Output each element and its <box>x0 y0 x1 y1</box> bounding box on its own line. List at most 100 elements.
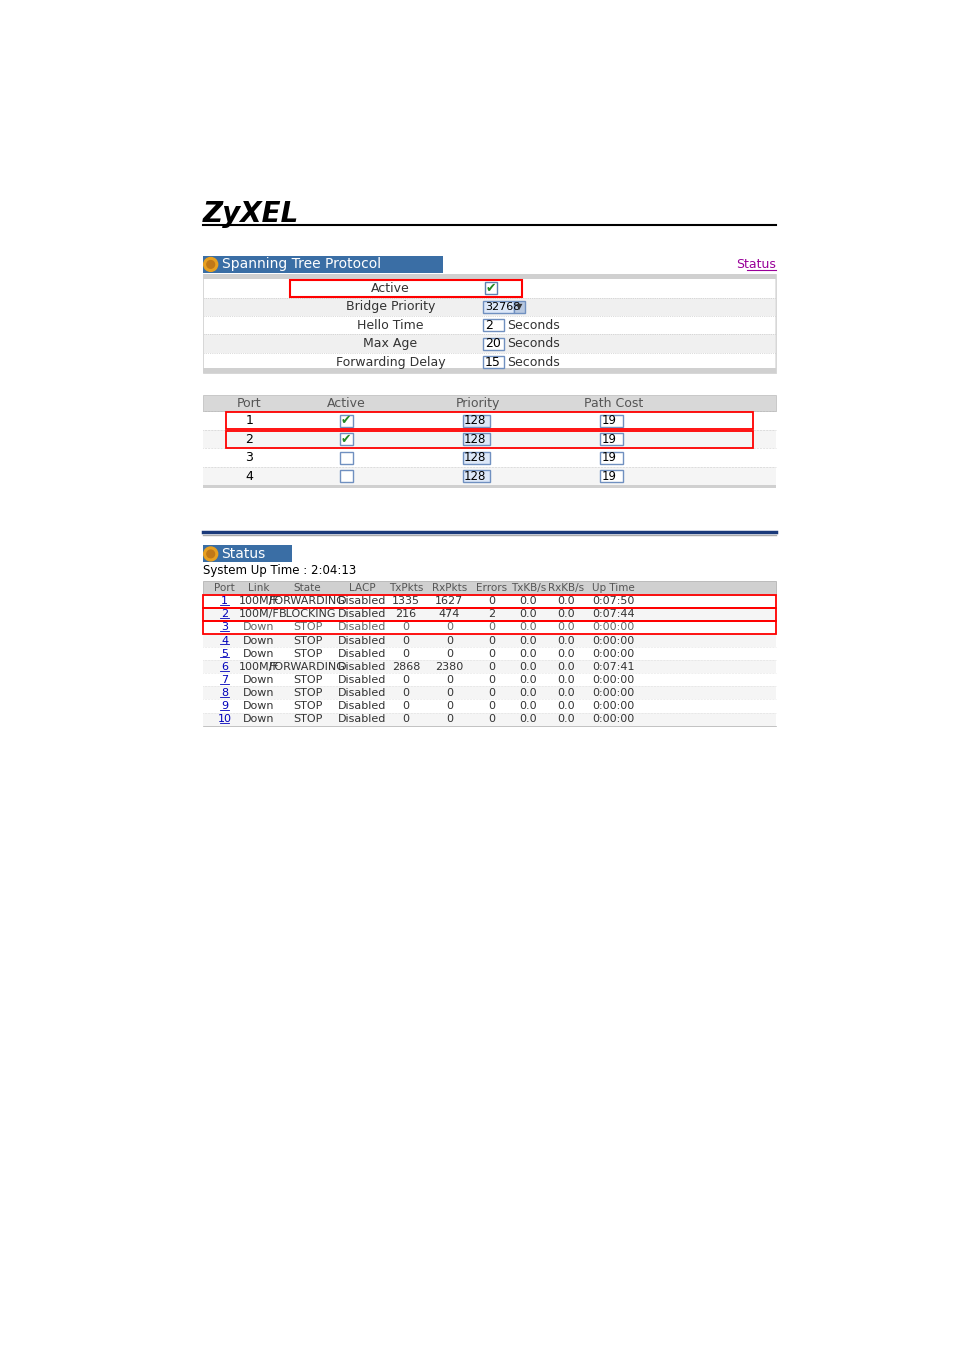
Text: 128: 128 <box>464 470 486 483</box>
Text: 1: 1 <box>245 414 253 427</box>
Text: ✔: ✔ <box>485 282 496 294</box>
Text: 15: 15 <box>484 355 500 369</box>
Bar <box>203 647 776 660</box>
Bar <box>203 429 776 448</box>
Text: 0: 0 <box>445 701 453 711</box>
Text: 0:00:00: 0:00:00 <box>592 714 634 724</box>
Bar <box>462 470 490 482</box>
Text: 0:07:41: 0:07:41 <box>592 662 635 672</box>
Text: Active: Active <box>327 397 365 409</box>
Text: 0: 0 <box>445 714 453 724</box>
Bar <box>226 431 753 448</box>
Text: 0: 0 <box>488 675 495 684</box>
Bar <box>204 352 774 371</box>
Text: 2380: 2380 <box>435 662 463 672</box>
Text: 0: 0 <box>488 622 495 632</box>
Text: TxKB/s: TxKB/s <box>510 583 545 593</box>
Text: 4: 4 <box>221 636 228 645</box>
Text: Priority: Priority <box>456 397 499 409</box>
Bar <box>203 580 776 595</box>
Bar <box>483 356 503 369</box>
Bar <box>290 279 521 297</box>
Text: 0.0: 0.0 <box>557 662 574 672</box>
Bar <box>462 451 490 464</box>
Text: ✔: ✔ <box>340 433 351 446</box>
Text: 0.0: 0.0 <box>557 636 574 645</box>
Bar <box>599 451 622 464</box>
Text: 2: 2 <box>245 433 253 446</box>
Text: 0.0: 0.0 <box>519 609 537 620</box>
Circle shape <box>207 549 214 558</box>
Bar <box>340 433 353 446</box>
Text: 0: 0 <box>488 636 495 645</box>
Circle shape <box>204 547 217 560</box>
Text: 0: 0 <box>402 714 409 724</box>
Text: 216: 216 <box>395 609 416 620</box>
Text: Status: Status <box>221 547 266 562</box>
Text: 4: 4 <box>245 470 253 483</box>
Text: 5: 5 <box>221 648 228 659</box>
Bar <box>203 674 776 686</box>
Text: Link: Link <box>248 583 269 593</box>
Text: 3: 3 <box>221 622 228 632</box>
Bar <box>599 470 622 482</box>
Text: 100M/F: 100M/F <box>238 597 279 606</box>
Text: Up Time: Up Time <box>592 583 635 593</box>
Text: Down: Down <box>243 636 274 645</box>
Text: STOP: STOP <box>293 648 322 659</box>
Bar <box>203 621 776 634</box>
Text: STOP: STOP <box>293 688 322 698</box>
Text: 0.0: 0.0 <box>519 597 537 606</box>
Bar <box>203 256 443 273</box>
Text: 0.0: 0.0 <box>557 609 574 620</box>
Bar <box>203 634 776 647</box>
Text: 0.0: 0.0 <box>557 648 574 659</box>
Bar <box>483 319 503 331</box>
Text: 0.0: 0.0 <box>519 662 537 672</box>
Text: FORWARDING: FORWARDING <box>269 597 346 606</box>
Text: System Up Time : 2:04:13: System Up Time : 2:04:13 <box>203 563 355 576</box>
Bar <box>203 274 776 279</box>
Text: Active: Active <box>371 282 410 294</box>
Circle shape <box>207 261 214 269</box>
Text: STOP: STOP <box>293 714 322 724</box>
Text: Disabled: Disabled <box>337 622 386 632</box>
Text: 0.0: 0.0 <box>557 688 574 698</box>
Text: 100M/F: 100M/F <box>238 609 279 620</box>
Text: 2: 2 <box>488 609 495 620</box>
Bar <box>203 274 776 373</box>
Bar <box>226 412 753 429</box>
Bar <box>203 621 776 634</box>
Text: 1: 1 <box>221 597 228 606</box>
Bar <box>599 433 622 446</box>
Text: 19: 19 <box>600 451 616 464</box>
Text: TxPkts: TxPkts <box>389 583 423 593</box>
Text: ZyXEL: ZyXEL <box>203 200 299 228</box>
Text: STOP: STOP <box>293 701 322 711</box>
Text: 0: 0 <box>445 675 453 684</box>
Text: 0.0: 0.0 <box>557 597 574 606</box>
Text: Disabled: Disabled <box>337 688 386 698</box>
Text: 19: 19 <box>600 433 616 446</box>
Bar <box>514 301 524 313</box>
Text: 0.0: 0.0 <box>519 636 537 645</box>
Bar <box>483 338 503 350</box>
Bar <box>203 545 292 563</box>
Text: Down: Down <box>243 688 274 698</box>
Bar <box>203 660 776 674</box>
Text: 7: 7 <box>221 675 228 684</box>
Text: Disabled: Disabled <box>337 662 386 672</box>
Text: Errors: Errors <box>476 583 507 593</box>
Text: 0:07:50: 0:07:50 <box>592 597 635 606</box>
Text: 0:00:00: 0:00:00 <box>592 701 634 711</box>
Text: 0:00:00: 0:00:00 <box>592 648 634 659</box>
Text: 19: 19 <box>600 414 616 427</box>
Bar <box>483 301 514 313</box>
Bar <box>203 467 776 486</box>
Text: 19: 19 <box>600 470 616 483</box>
Text: Port: Port <box>237 397 261 409</box>
Bar <box>204 316 774 335</box>
Text: Down: Down <box>243 648 274 659</box>
Text: Path Cost: Path Cost <box>583 397 642 409</box>
Text: Down: Down <box>243 622 274 632</box>
